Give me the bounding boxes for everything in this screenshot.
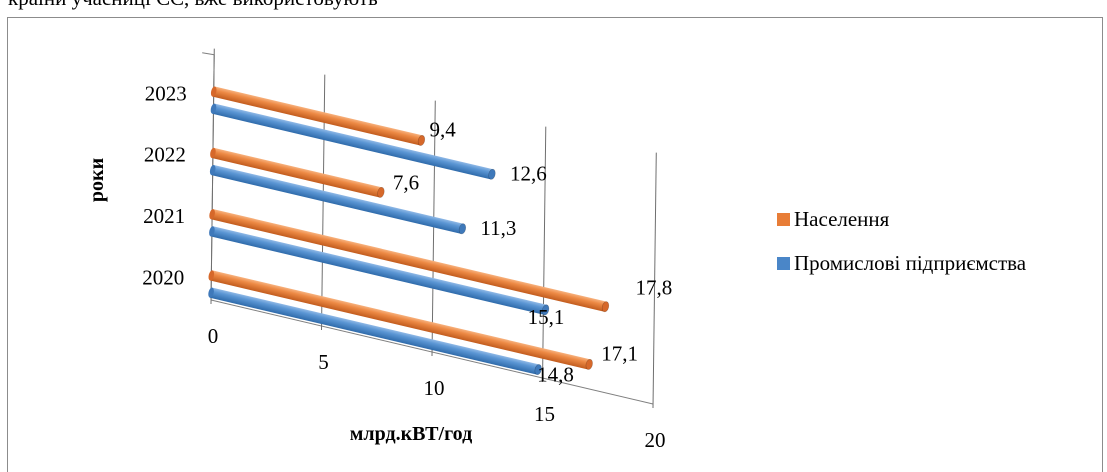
bar-body bbox=[212, 86, 423, 146]
caption-text: країни учасниці ЄС, вже використовують bbox=[8, 0, 378, 11]
bar-end-cap bbox=[488, 168, 496, 180]
data-label: 12,6 bbox=[510, 161, 547, 185]
bar-body bbox=[212, 103, 494, 180]
data-label: 7,6 bbox=[393, 170, 419, 194]
bar bbox=[209, 164, 467, 235]
bar bbox=[210, 86, 426, 146]
bar-start-cap bbox=[209, 164, 216, 176]
x-tick-label: 5 bbox=[318, 350, 329, 374]
y-tick-label: 2023 bbox=[145, 81, 187, 105]
bar-start-cap bbox=[210, 103, 217, 114]
bar-end-cap bbox=[601, 301, 610, 313]
bar bbox=[210, 147, 385, 198]
legend: Населення Промислові підприємства bbox=[777, 207, 1027, 275]
data-label: 17,8 bbox=[636, 276, 673, 300]
bar-end-cap bbox=[417, 135, 426, 146]
bar-start-cap bbox=[210, 147, 216, 158]
bar bbox=[210, 103, 496, 180]
legend-swatch bbox=[777, 213, 790, 226]
bar-body bbox=[209, 287, 540, 375]
bar-end-cap bbox=[534, 364, 542, 376]
bar bbox=[208, 270, 593, 370]
x-axis-title: млрд.кВТ/год bbox=[350, 423, 472, 445]
y-tick-label: 2022 bbox=[144, 143, 186, 167]
data-label: 14,8 bbox=[537, 363, 574, 387]
x-tick-label: 0 bbox=[208, 324, 219, 348]
bar bbox=[208, 287, 542, 376]
bar-end-cap bbox=[377, 186, 385, 198]
x-tick-label: 10 bbox=[424, 376, 445, 400]
chart-frame bbox=[7, 17, 1103, 472]
x-tick-label: 15 bbox=[534, 402, 555, 426]
bar-start-cap bbox=[208, 270, 215, 281]
bar-body bbox=[211, 147, 383, 198]
y-axis-title: роки bbox=[86, 158, 108, 202]
data-label: 17,1 bbox=[601, 341, 638, 365]
legend-label: Населення bbox=[794, 207, 890, 231]
bar-body bbox=[210, 270, 591, 370]
bar-end-cap bbox=[585, 358, 593, 370]
bar bbox=[209, 226, 550, 316]
bar-start-cap bbox=[209, 226, 215, 237]
legend-swatch bbox=[777, 257, 790, 270]
wall-top-tick bbox=[202, 52, 215, 56]
bar-end-cap bbox=[541, 304, 550, 316]
bar-start-cap bbox=[209, 209, 215, 220]
data-label: 9,4 bbox=[429, 117, 456, 141]
bar-start-cap bbox=[208, 287, 214, 298]
gridline bbox=[652, 152, 657, 409]
bar bbox=[209, 209, 610, 313]
bar-start-cap bbox=[210, 86, 217, 97]
bar-body bbox=[210, 226, 547, 315]
legend-label: Промислові підприємства bbox=[794, 251, 1027, 275]
data-label: 15,1 bbox=[528, 305, 565, 329]
gridline bbox=[542, 126, 547, 383]
bar-body bbox=[211, 164, 464, 234]
y-tick-label: 2020 bbox=[142, 265, 184, 289]
data-label: 11,3 bbox=[480, 216, 516, 240]
labels-layer: 051015202020202120222023млрд.кВТ/годроки… bbox=[86, 81, 672, 452]
x-tick-label: 20 bbox=[645, 428, 666, 452]
bar-body bbox=[210, 209, 607, 312]
bars-layer bbox=[208, 86, 610, 376]
gridline bbox=[431, 100, 436, 357]
y-tick-label: 2021 bbox=[143, 204, 185, 228]
bar-end-cap bbox=[458, 223, 467, 235]
